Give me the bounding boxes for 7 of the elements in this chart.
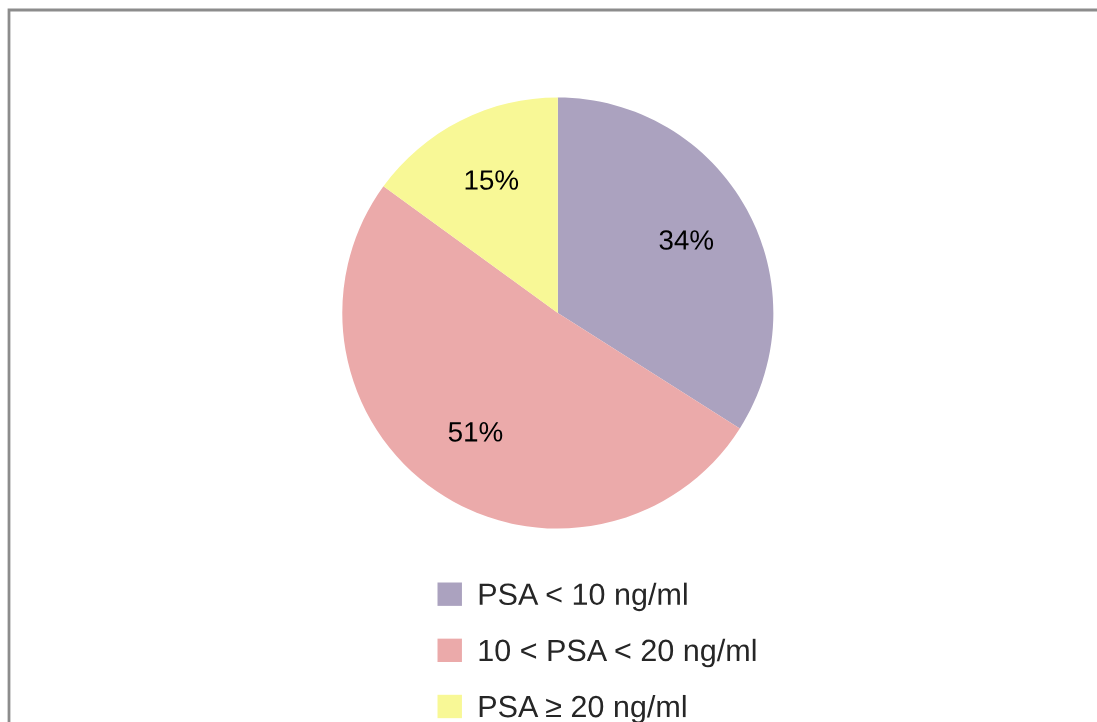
legend-label: 10 < PSA < 20 ng/ml bbox=[479, 638, 756, 668]
pie-slice bbox=[557, 97, 774, 429]
data-label: 15% bbox=[465, 170, 519, 190]
data-label: 51% bbox=[448, 422, 503, 442]
data-label: 34% bbox=[659, 230, 714, 250]
pie-slice bbox=[383, 97, 558, 313]
legend-label: PSA < 10 ng/ml bbox=[479, 582, 687, 612]
